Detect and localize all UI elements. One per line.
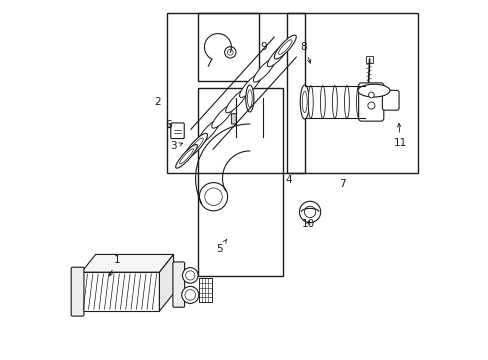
Circle shape [224,47,236,58]
Ellipse shape [308,86,313,118]
Ellipse shape [198,120,220,144]
Bar [198,13,258,81]
Ellipse shape [278,40,291,54]
Circle shape [204,188,222,206]
Ellipse shape [267,43,289,67]
Ellipse shape [356,86,361,118]
FancyBboxPatch shape [71,267,84,316]
Circle shape [367,102,374,109]
Ellipse shape [253,58,275,82]
Ellipse shape [179,149,193,164]
Ellipse shape [344,86,348,118]
Circle shape [368,92,373,98]
Text: 10: 10 [301,219,314,229]
Ellipse shape [247,90,252,107]
Circle shape [227,49,233,55]
Ellipse shape [175,144,197,168]
Text: 11: 11 [393,123,406,148]
Polygon shape [357,84,389,97]
Ellipse shape [225,89,247,113]
Ellipse shape [274,35,296,59]
Polygon shape [159,255,173,311]
FancyBboxPatch shape [173,262,184,307]
Polygon shape [81,255,173,272]
Bar [286,13,417,173]
FancyBboxPatch shape [358,83,383,121]
Text: 5: 5 [216,239,226,254]
FancyBboxPatch shape [231,114,236,124]
Bar [199,278,211,302]
Ellipse shape [300,85,308,119]
Circle shape [304,206,315,217]
Text: 4: 4 [285,175,291,185]
Circle shape [182,267,198,283]
Polygon shape [81,272,159,311]
Text: 7: 7 [338,179,345,189]
Ellipse shape [211,104,233,128]
Ellipse shape [302,91,306,113]
Bar [365,55,372,63]
Text: 1: 1 [109,255,120,276]
FancyBboxPatch shape [382,90,398,110]
Bar [198,88,283,276]
Circle shape [182,287,198,303]
Ellipse shape [332,86,337,118]
Ellipse shape [188,138,203,154]
Text: 2: 2 [154,97,161,107]
Circle shape [184,289,195,300]
Text: 8: 8 [300,42,310,63]
Ellipse shape [239,73,261,98]
Text: 9: 9 [260,42,267,52]
Ellipse shape [320,86,325,118]
FancyBboxPatch shape [170,123,184,139]
Circle shape [185,271,195,280]
Circle shape [299,201,320,222]
Text: 6: 6 [164,120,171,130]
Text: 3: 3 [170,141,183,151]
Ellipse shape [245,85,253,112]
Circle shape [199,183,227,211]
Bar [166,13,304,173]
Ellipse shape [184,133,207,158]
